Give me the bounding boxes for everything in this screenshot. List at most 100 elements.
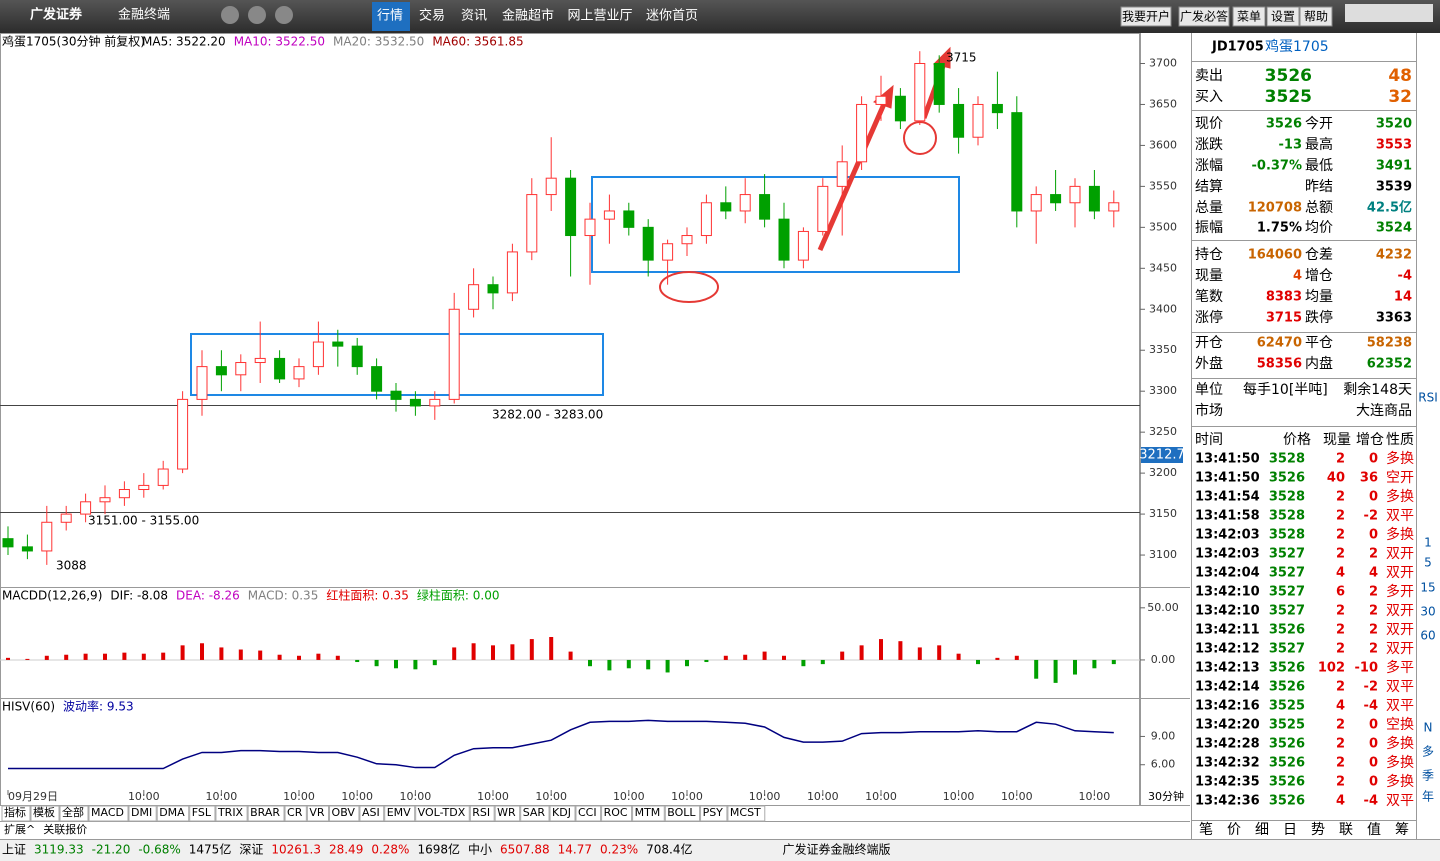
candle-body	[371, 366, 383, 392]
side-button[interactable]: 5	[1424, 556, 1432, 570]
panel-tab[interactable]: 价	[1227, 822, 1241, 838]
side-button[interactable]: 年	[1422, 790, 1434, 804]
indicator-tab[interactable]: ASI	[362, 806, 380, 819]
panel-tab[interactable]: 势	[1311, 822, 1325, 838]
indicator-tab[interactable]: 全部	[62, 805, 84, 819]
trade-cell: 多换	[1386, 773, 1414, 790]
candle-body	[390, 390, 402, 400]
trade-cell: 2	[1336, 642, 1345, 657]
quote-label: 涨幅	[1195, 158, 1223, 174]
toolbar-button[interactable]: 设置	[1271, 10, 1295, 24]
x-tick-label: 10:00	[400, 790, 432, 803]
trade-cell: 多换	[1386, 735, 1414, 752]
quote-value: -4	[1398, 269, 1412, 284]
indicator-tab[interactable]: 模板	[33, 805, 55, 819]
toolbar-tab[interactable]: 关联报价	[43, 822, 87, 836]
quote-label: 涨跌	[1195, 137, 1223, 153]
candle-body	[99, 497, 111, 503]
macd-bar	[6, 657, 10, 660]
toolbar-button[interactable]: 菜单	[1237, 10, 1261, 24]
status-item: 10261.3	[271, 843, 321, 857]
annotation: 3088	[56, 559, 87, 573]
indicator-tab[interactable]: VOL-TDX	[418, 806, 466, 819]
indicator-tab[interactable]: EMV	[387, 806, 411, 819]
indicator-tab[interactable]: MCST	[730, 806, 761, 819]
trade-cell: 2	[1336, 680, 1345, 695]
menu-item[interactable]: 网上营业厅	[567, 9, 632, 24]
indicator-tab[interactable]: BRAR	[250, 806, 280, 819]
macd-bar	[704, 659, 709, 663]
indicator-tab[interactable]: OBV	[332, 806, 356, 819]
side-button[interactable]: 1	[1424, 536, 1432, 550]
candle-body	[293, 366, 305, 380]
side-button[interactable]: 30	[1420, 605, 1435, 619]
side-button[interactable]: 季	[1422, 769, 1434, 783]
window-controls[interactable]	[1345, 4, 1433, 22]
menu-item[interactable]: 行情	[377, 9, 403, 24]
toolbar-button[interactable]: 我要开户	[1122, 9, 1170, 24]
macd-bar	[685, 659, 689, 667]
forward-button[interactable]	[275, 6, 293, 24]
trade-cell: 4	[1369, 566, 1378, 581]
menu-item[interactable]: 资讯	[461, 9, 487, 24]
macd-bar	[1073, 659, 1077, 675]
annotation: 3282.00 - 3283.00	[492, 408, 603, 422]
indicator-tab[interactable]: PSY	[703, 806, 724, 819]
indicator-tab[interactable]: TRIX	[217, 806, 244, 819]
side-button[interactable]: RSI	[1418, 391, 1438, 405]
panel-tab[interactable]: 笔	[1199, 822, 1213, 838]
tab-border	[284, 805, 307, 822]
macd-bar	[782, 655, 786, 660]
indicator-tab[interactable]: MACD	[91, 806, 124, 819]
back-button[interactable]	[248, 6, 266, 24]
side-button[interactable]: 15	[1420, 581, 1435, 595]
panel-tab[interactable]: 筹	[1395, 821, 1409, 838]
menu-item[interactable]: 交易	[419, 8, 445, 24]
indicator-tab[interactable]: KDJ	[552, 806, 571, 819]
panel-tab[interactable]: 联	[1339, 822, 1353, 838]
home-button[interactable]	[221, 6, 239, 24]
quote-label: 增仓	[1305, 268, 1333, 284]
x-tick-label: 10:00	[206, 790, 238, 803]
indicator-tab[interactable]: WR	[497, 806, 516, 819]
side-button[interactable]: 多	[1422, 745, 1434, 759]
indicator-tab[interactable]: CCI	[578, 806, 597, 819]
period[interactable]: 30分钟	[1148, 789, 1184, 803]
indicator-tab[interactable]: FSL	[192, 806, 212, 819]
indicator-tab[interactable]: SAR	[523, 806, 546, 819]
toolbar-button[interactable]: 广发必答	[1180, 9, 1228, 24]
indicator-tab[interactable]: ROC	[604, 806, 628, 819]
panel-tab[interactable]: 细	[1255, 822, 1269, 838]
status-item: 6507.88	[500, 843, 550, 857]
trade-cell: 0	[1369, 756, 1378, 771]
menu-item[interactable]: 金融超市	[502, 8, 554, 24]
panel-tab[interactable]: 值	[1367, 822, 1381, 838]
indicator-tab[interactable]: BOLL	[667, 806, 696, 819]
x-tick-label: 10:00	[128, 790, 160, 803]
macd-bar	[258, 650, 263, 660]
indicator-tab[interactable]: 指标	[4, 805, 26, 819]
indicator-tab[interactable]: MTM	[635, 806, 661, 819]
indicator-tab[interactable]: VR	[309, 806, 325, 819]
menu-item[interactable]: 迷你首页	[646, 9, 698, 24]
macd-bar	[355, 659, 360, 663]
legend-entry: MA20: 3532.50	[333, 35, 424, 49]
toolbar-tab[interactable]: 扩展^	[4, 822, 35, 836]
indicator-tab[interactable]: RSI	[472, 806, 490, 819]
toolbar-button[interactable]: 帮助	[1304, 10, 1328, 24]
side-button[interactable]: 60	[1420, 629, 1435, 643]
candle-body	[506, 251, 518, 294]
legend-entry: MACDD(12,26,9)	[2, 589, 102, 603]
macd-bar	[743, 654, 748, 660]
trade-cell: 6	[1336, 585, 1345, 600]
side-button[interactable]: N	[1424, 721, 1433, 735]
quote-value: -13	[1279, 138, 1303, 153]
y-tick-label: 3500	[1149, 220, 1177, 233]
indicator-tab[interactable]: DMA	[159, 806, 185, 819]
panel-tab[interactable]: 日	[1283, 822, 1297, 838]
quote-label: 现量	[1195, 268, 1223, 284]
y-tick-label: 3150	[1149, 507, 1177, 520]
indicator-tab[interactable]: CR	[287, 806, 303, 819]
macd-bar	[588, 659, 592, 667]
indicator-tab[interactable]: DMI	[131, 806, 152, 819]
